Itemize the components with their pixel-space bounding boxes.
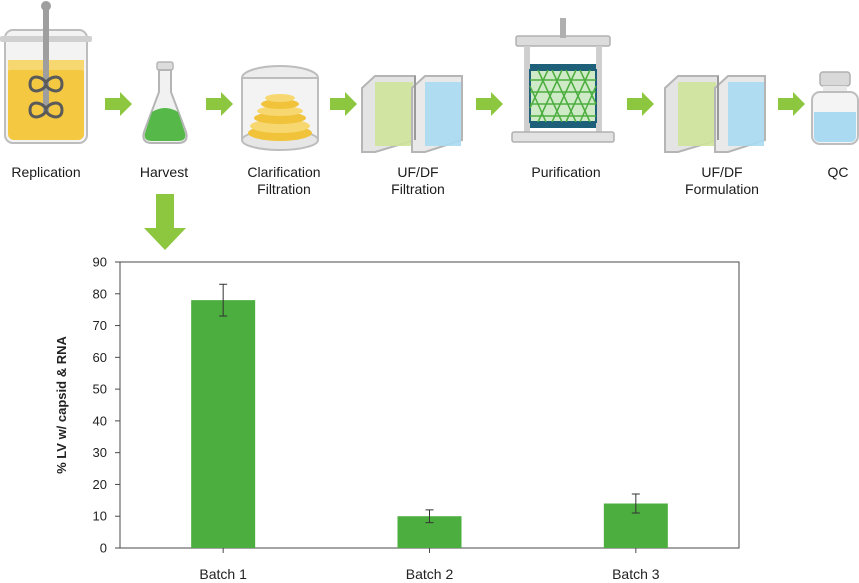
step-label-replication: Replication bbox=[0, 164, 116, 181]
error-bar bbox=[219, 283, 228, 317]
step-label-line: Filtration bbox=[391, 181, 445, 197]
step-label-ufdf-formulation: UF/DF Formulation bbox=[652, 164, 792, 198]
step-label-line: UF/DF bbox=[701, 164, 743, 180]
step-label-line: UF/DF bbox=[397, 164, 439, 180]
ufdf-cassette-icon bbox=[361, 75, 463, 153]
y-axis-label: % LV w/ capsid & RNA bbox=[54, 336, 69, 474]
depth-filter-icon bbox=[241, 65, 319, 151]
y-tick-label: 50 bbox=[93, 382, 107, 397]
flow-arrow-icon bbox=[627, 92, 654, 116]
flask-icon bbox=[142, 61, 188, 144]
flow-arrow-icon bbox=[105, 92, 132, 116]
step-label-purification: Purification bbox=[496, 164, 636, 181]
vial-icon bbox=[811, 71, 859, 145]
step-label-line: Purification bbox=[531, 164, 601, 180]
y-tick-label: 40 bbox=[93, 413, 107, 428]
ufdf-formulation-cassette-icon bbox=[664, 75, 766, 153]
x-axis: Batch 1 Batch 2 Batch 3 bbox=[199, 548, 660, 582]
y-tick-label: 60 bbox=[93, 350, 107, 365]
x-category-label: Batch 1 bbox=[199, 566, 247, 582]
flow-arrow-icon bbox=[476, 92, 503, 116]
flow-arrow-icon bbox=[330, 92, 357, 116]
step-label-line: Harvest bbox=[139, 164, 189, 180]
y-tick-label: 90 bbox=[93, 255, 107, 270]
y-tick-label: 0 bbox=[100, 541, 107, 556]
step-label-clarification: Clarification Filtration bbox=[214, 164, 354, 198]
x-category-label: Batch 2 bbox=[406, 566, 454, 582]
step-label-line: Clarification bbox=[247, 164, 321, 180]
flow-arrow-icon bbox=[206, 92, 233, 116]
step-label-line: Formulation bbox=[685, 181, 759, 197]
step-label-harvest: Harvest bbox=[94, 164, 234, 181]
y-tick-label: 30 bbox=[93, 445, 107, 460]
y-tick-label: 10 bbox=[93, 509, 107, 524]
y-tick-label: 80 bbox=[93, 286, 107, 301]
harvest-down-arrow-icon bbox=[144, 194, 186, 250]
bioreactor-icon bbox=[0, 1, 92, 144]
bar bbox=[191, 300, 256, 548]
step-label-line: QC bbox=[827, 164, 849, 180]
bar-series bbox=[191, 283, 668, 548]
step-label-ufdf-filtration: UF/DF Filtration bbox=[348, 164, 488, 198]
error-bar bbox=[631, 493, 640, 514]
x-category-label: Batch 3 bbox=[612, 566, 660, 582]
step-label-line: Replication bbox=[11, 164, 81, 180]
step-label-qc: QC bbox=[768, 164, 859, 181]
y-axis: 0 10 20 30 40 50 60 70 80 90 bbox=[93, 255, 120, 556]
y-tick-label: 70 bbox=[93, 318, 107, 333]
flow-arrow-icon bbox=[778, 92, 805, 116]
error-bar bbox=[425, 509, 434, 524]
chromatography-column-icon bbox=[511, 18, 615, 143]
y-tick-label: 20 bbox=[93, 477, 107, 492]
step-label-line: Filtration bbox=[257, 181, 311, 197]
